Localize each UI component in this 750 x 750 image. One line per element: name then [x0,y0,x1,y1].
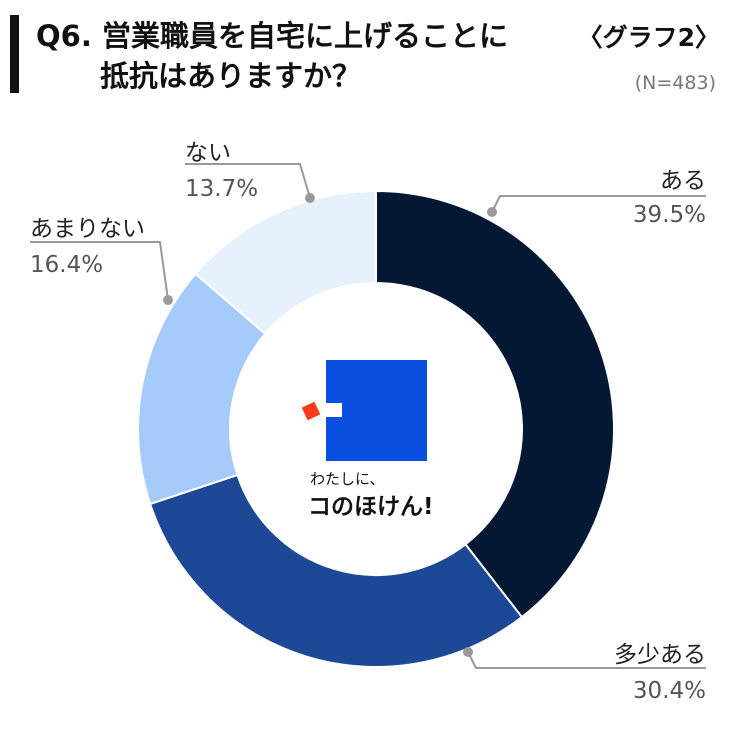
slice-value-2: 30.4% [633,678,706,704]
page-title: Q6. 営業職員を自宅に上げることに 抵抗はありますか？ [36,16,508,96]
slice-3 [137,272,267,506]
slice-2 [148,473,524,668]
slice-label-2: 多少ある [614,642,706,668]
slice-label-1: ある [660,168,706,194]
slice-4 [194,189,377,336]
slice-value-1: 39.5% [633,202,706,228]
logo-white-notch [321,403,342,417]
center-logo: わたしに、 コのほけん! [301,360,434,520]
slice-1 [375,189,615,619]
title-line-1: Q6. 営業職員を自宅に上げることに [36,19,508,53]
title-accent-bar [10,15,19,93]
graph-number-label: 〈グラフ2〉 [577,23,720,52]
leader-lines [30,163,706,669]
leader-line-2 [467,651,706,669]
leader-line-3 [30,241,169,301]
slice-value-3: 16.4% [30,252,103,278]
slice-labels: ある 39.5% 多少ある 30.4% あまりない 16.4% ない 13.7% [30,140,706,704]
slice-label-4: ない [185,140,231,166]
sample-size-label: (N=483) [634,72,716,94]
leader-line-1 [491,195,706,213]
logo-red-diamond [301,401,321,421]
title-line-2: 抵抗はありますか？ [100,59,362,93]
donut-slices [137,189,615,668]
logo-brand-text: コのほけん! [308,494,434,520]
logo-square [326,360,427,461]
logo-small-text: わたしに、 [310,470,385,488]
slice-value-4: 13.7% [185,176,258,202]
leader-line-4 [185,163,311,199]
slice-label-3: あまりない [30,216,145,242]
